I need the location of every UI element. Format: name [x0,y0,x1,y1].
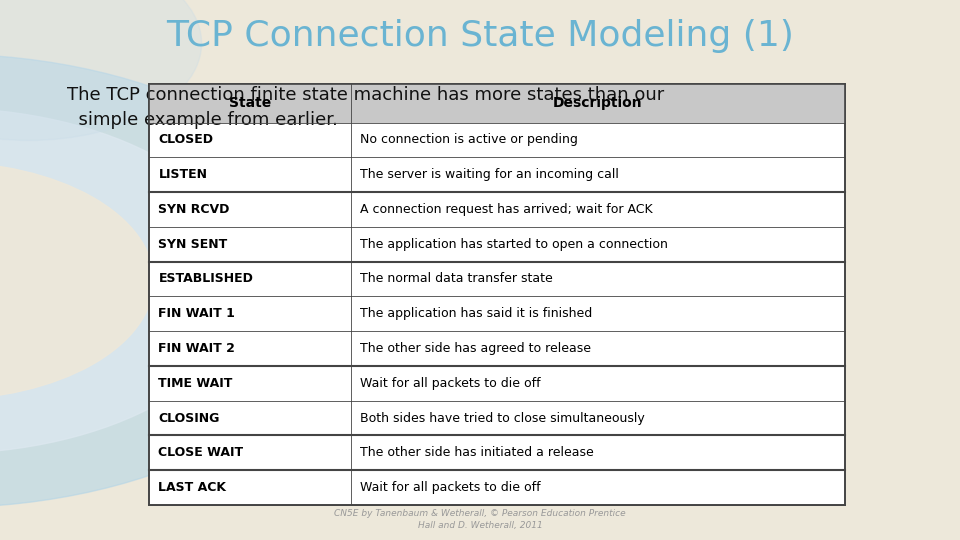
Text: LISTEN: LISTEN [158,168,207,181]
Text: Description: Description [553,96,642,110]
Text: ESTABLISHED: ESTABLISHED [158,273,253,286]
Circle shape [0,162,154,400]
Text: simple example from earlier.: simple example from earlier. [67,111,338,129]
Text: Wait for all packets to die off: Wait for all packets to die off [360,377,540,390]
Text: A connection request has arrived; wait for ACK: A connection request has arrived; wait f… [360,203,653,216]
Text: LAST ACK: LAST ACK [158,481,227,494]
Text: CN5E by Tanenbaum & Wetherall, © Pearson Education Prentice
Hall and D. Wetheral: CN5E by Tanenbaum & Wetherall, © Pearson… [334,509,626,530]
Text: CLOSE WAIT: CLOSE WAIT [158,446,244,459]
Text: Wait for all packets to die off: Wait for all packets to die off [360,481,540,494]
Text: FIN WAIT 1: FIN WAIT 1 [158,307,235,320]
Text: FIN WAIT 2: FIN WAIT 2 [158,342,235,355]
Text: Both sides have tried to close simultaneously: Both sides have tried to close simultane… [360,411,645,424]
Text: SYN SENT: SYN SENT [158,238,228,251]
Text: The application has said it is finished: The application has said it is finished [360,307,592,320]
Text: No connection is active or pending: No connection is active or pending [360,133,578,146]
Text: SYN RCVD: SYN RCVD [158,203,229,216]
Text: The other side has agreed to release: The other side has agreed to release [360,342,591,355]
FancyBboxPatch shape [149,84,845,505]
Text: The TCP connection finite state machine has more states than our: The TCP connection finite state machine … [67,86,664,104]
Text: TCP Connection State Modeling (1): TCP Connection State Modeling (1) [166,19,794,53]
Circle shape [0,0,202,140]
FancyBboxPatch shape [149,84,845,123]
Circle shape [0,54,346,508]
Text: The application has started to open a connection: The application has started to open a co… [360,238,668,251]
Text: The server is waiting for an incoming call: The server is waiting for an incoming ca… [360,168,619,181]
Text: CLOSED: CLOSED [158,133,213,146]
Circle shape [0,108,250,454]
Text: TIME WAIT: TIME WAIT [158,377,232,390]
Text: CLOSING: CLOSING [158,411,220,424]
Text: State: State [228,96,271,110]
Text: The normal data transfer state: The normal data transfer state [360,273,553,286]
Text: The other side has initiated a release: The other side has initiated a release [360,446,594,459]
